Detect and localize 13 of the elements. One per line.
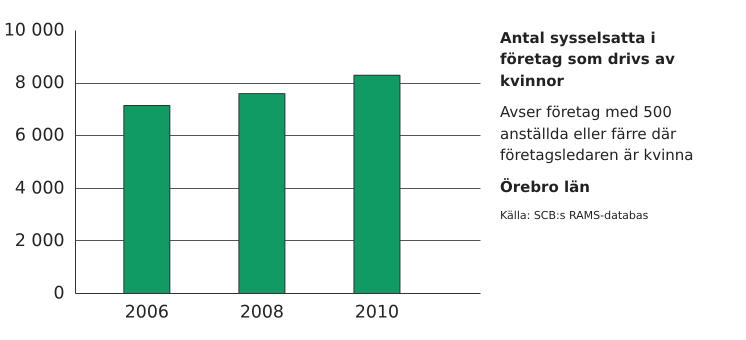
x-tick-label: 2008 [240,302,284,322]
text: Avser företag med 500 anställda eller färre där företagsledaren är kvinna [500,102,694,166]
y-tick-label: 2 000 [14,230,65,251]
x-tick-label: 2010 [354,302,400,322]
y-tick-label: 6 000 [14,126,65,146]
text: Antal sysselsatta i företag som drivs av kvinnor [500,28,676,92]
y-tick-label: 10 000 [4,20,65,40]
y-tick-label: 0 [53,284,65,304]
text: Örebro län [500,176,590,198]
x-tick-label: 2006 [124,302,169,322]
y-tick-label: 8 000 [14,73,65,94]
text: Källa: SCB:s RAMS-databas [500,208,648,224]
y-tick-label: 4 000 [14,178,65,198]
